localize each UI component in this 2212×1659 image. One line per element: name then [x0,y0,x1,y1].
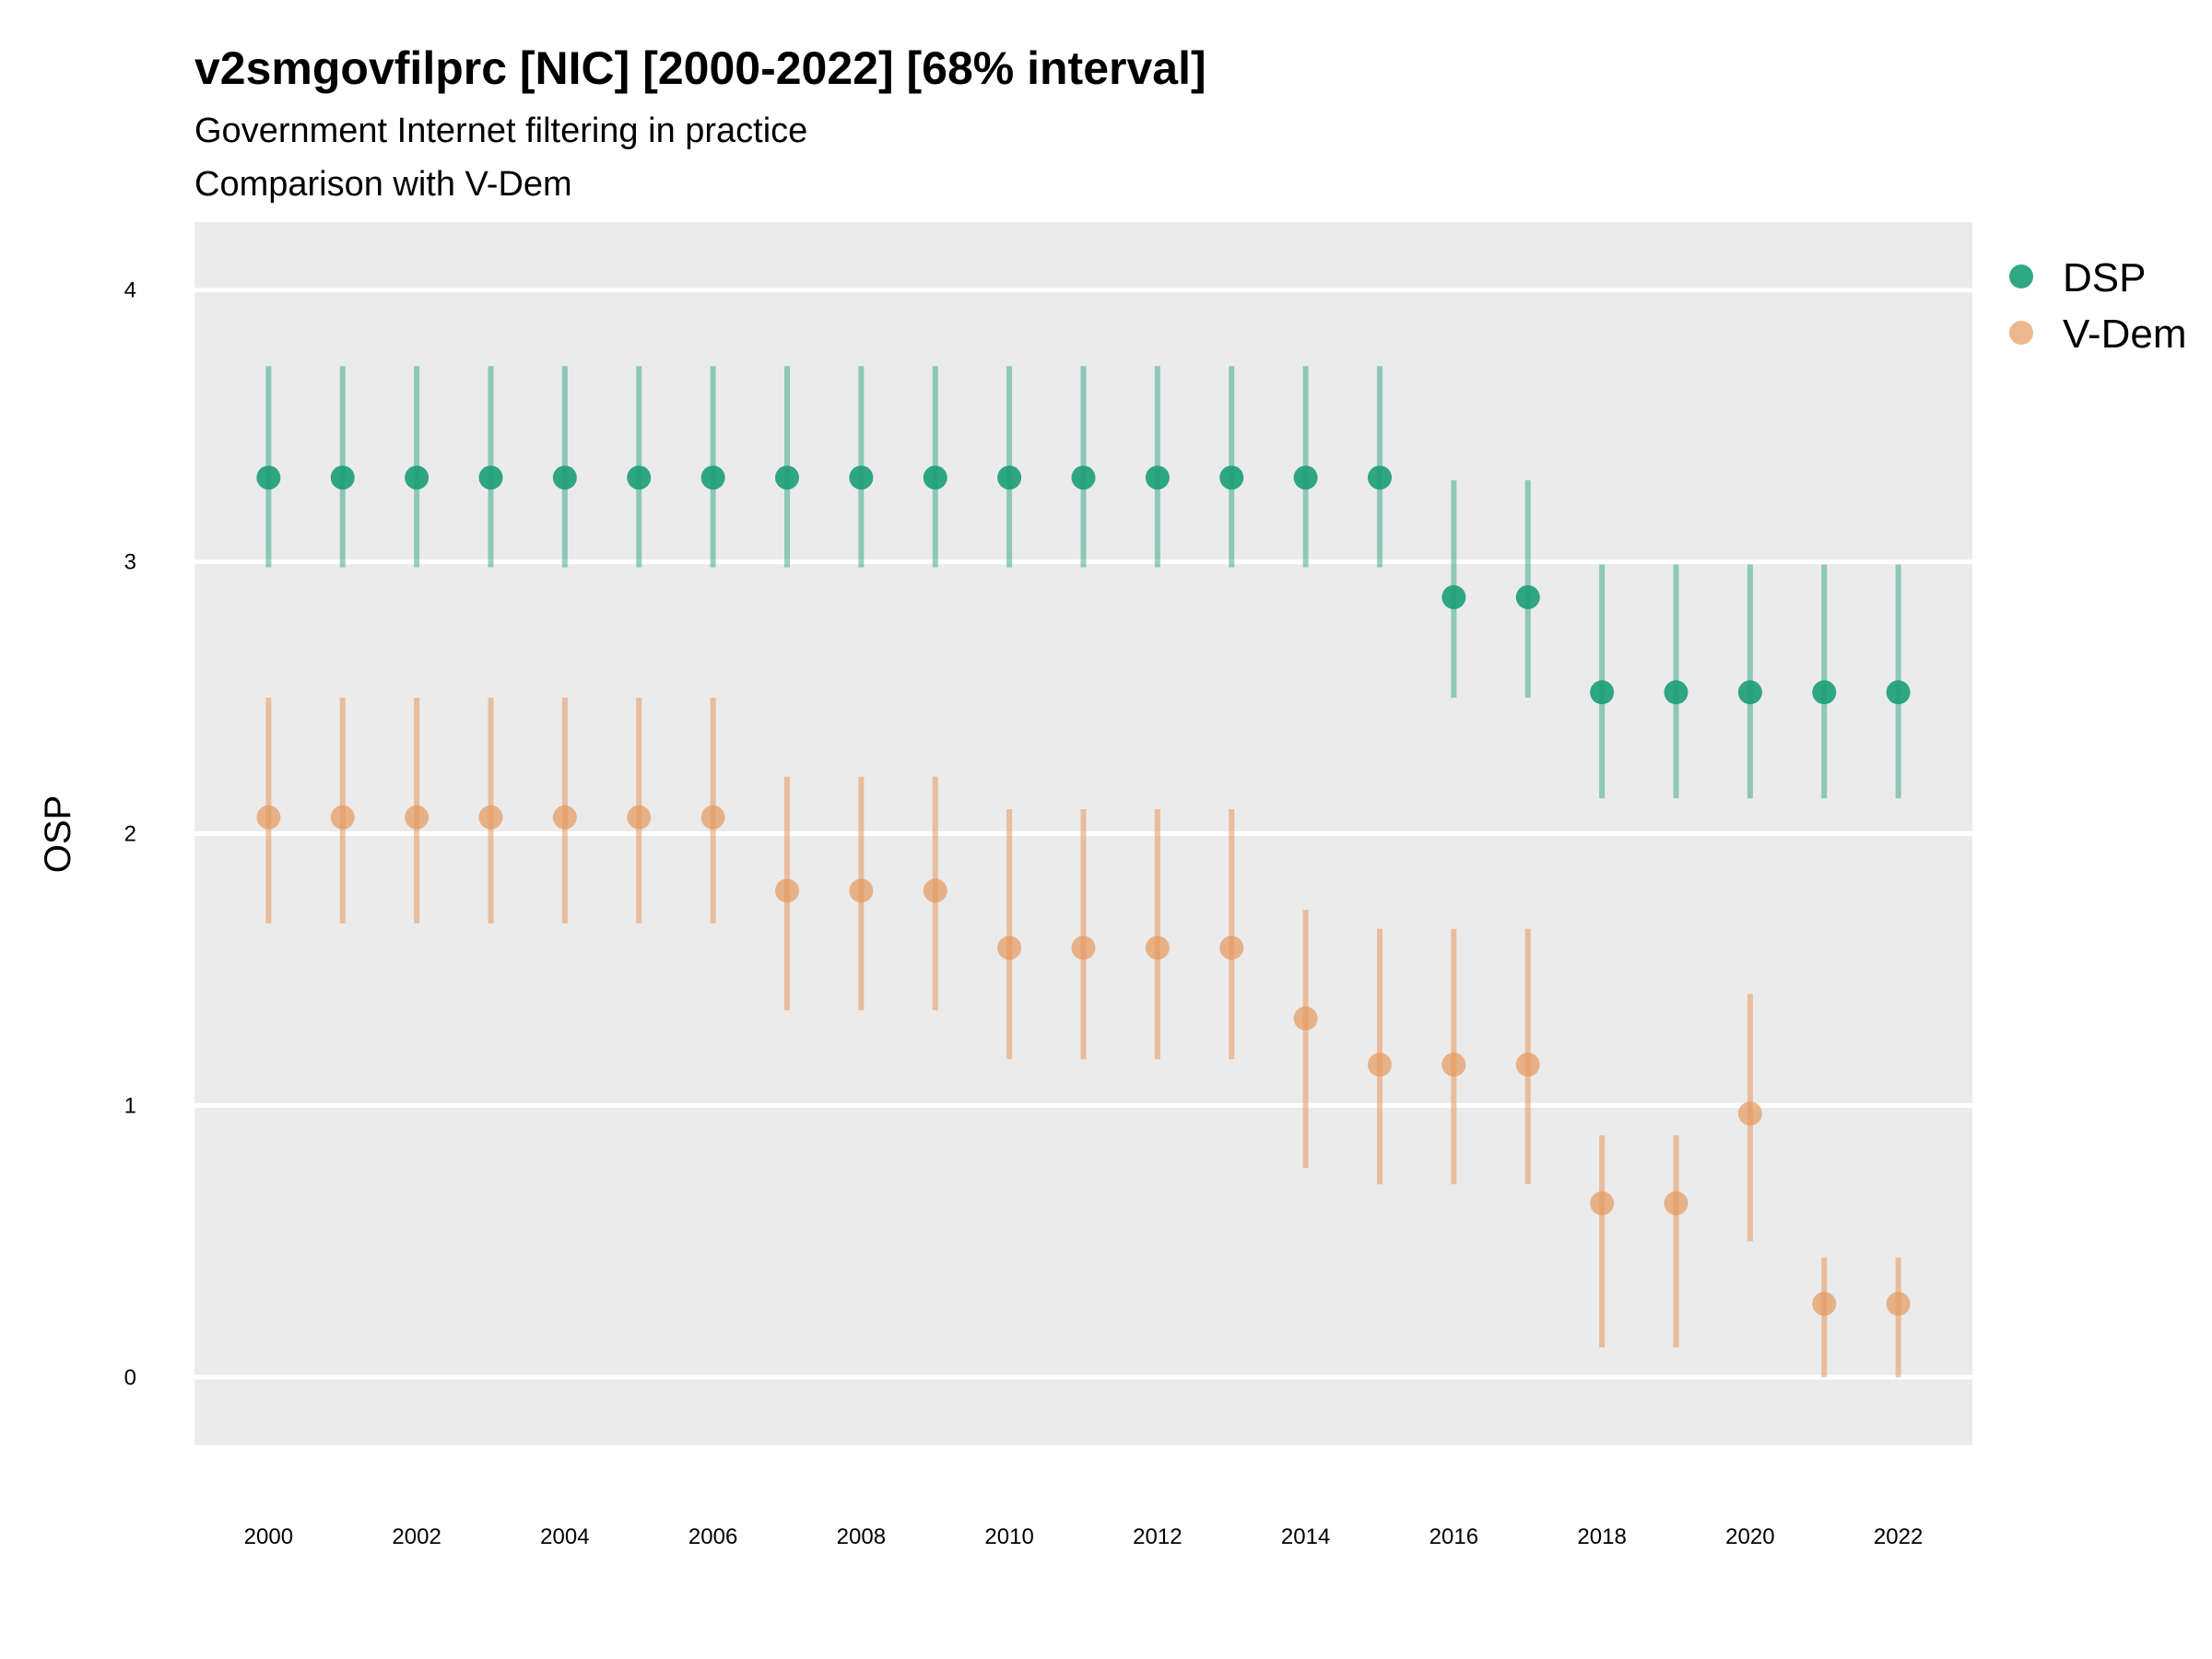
v-dem-point [997,935,1022,960]
dsp-point [478,465,503,490]
dsp-point [923,465,947,490]
x-tick-label: 2008 [837,1524,886,1549]
chart-subtitle-2: Comparison with V-Dem [194,165,572,204]
dsp-point [1145,465,1170,490]
dsp-point [997,465,1022,490]
v-dem-point [1219,935,1244,960]
y-tick-label: 2 [124,822,136,847]
v-dem-point [1071,935,1096,960]
chart-title: v2smgovfilprc [NIC] [2000-2022] [68% int… [194,42,1206,94]
x-tick-labels: 2000 2002 2004 2006 2008 2010 2012 2014 2016 2018… [244,1524,1924,1549]
data-points [256,465,1911,1316]
dsp-point [405,465,429,490]
x-tick-label: 2014 [1281,1524,1330,1549]
legend-vdem-marker [2009,321,2033,345]
dsp-point [552,465,577,490]
v-dem-point [1590,1191,1615,1216]
x-tick-label: 2012 [1133,1524,1182,1549]
dsp-point [700,465,725,490]
dsp-point [1219,465,1244,490]
v-dem-point [405,805,429,830]
x-tick-label: 2018 [1577,1524,1626,1549]
y-tick-label: 3 [124,550,136,575]
v-dem-point [775,878,799,903]
v-dem-point [1737,1101,1762,1126]
x-tick-label: 2010 [984,1524,1033,1549]
v-dem-point [849,878,874,903]
dsp-point [1515,584,1540,609]
v-dem-point [478,805,503,830]
v-dem-point [1515,1053,1540,1077]
legend-dsp-marker [2009,265,2033,288]
v-dem-point [1145,935,1170,960]
dsp-point [1071,465,1096,490]
legend-vdem-label: V-Dem [2063,312,2186,357]
y-tick-label: 4 [124,278,136,303]
v-dem-point [700,805,725,830]
v-dem-point [1293,1006,1318,1031]
dsp-point [627,465,652,490]
v-dem-point [1441,1053,1466,1077]
v-dem-point [256,805,281,830]
dsp-point [1293,465,1318,490]
dsp-point [1737,680,1762,705]
dsp-point [330,465,355,490]
dsp-point [849,465,874,490]
dsp-point [1812,680,1837,705]
y-tick-labels: 0 1 2 3 4 [124,278,136,1391]
v-dem-point [1886,1291,1911,1316]
x-tick-label: 2020 [1725,1524,1774,1549]
x-tick-label: 2002 [392,1524,441,1549]
v-dem-point [1664,1191,1688,1216]
v-dem-point [1812,1291,1837,1316]
y-axis-label: OSP [38,795,78,873]
x-tick-label: 2004 [540,1524,589,1549]
y-tick-label: 0 [124,1365,136,1390]
chart-subtitle-1: Government Internet filtering in practic… [194,112,807,150]
x-tick-label: 2016 [1430,1524,1478,1549]
dsp-point [1886,680,1911,705]
dsp-point [775,465,799,490]
x-tick-label: 2006 [688,1524,737,1549]
y-tick-label: 1 [124,1093,136,1118]
dsp-point [1590,680,1615,705]
legend: DSP V-Dem [2009,255,2186,357]
v-dem-point [1368,1053,1392,1077]
v-dem-point [552,805,577,830]
v-dem-point [923,878,947,903]
x-tick-label: 2000 [244,1524,293,1549]
dsp-point [1368,465,1392,490]
v-dem-point [627,805,652,830]
legend-dsp-label: DSP [2063,255,2146,300]
x-tick-label: 2022 [1874,1524,1923,1549]
dsp-point [1441,584,1466,609]
dsp-point [256,465,281,490]
v-dem-point [330,805,355,830]
dsp-point [1664,680,1688,705]
